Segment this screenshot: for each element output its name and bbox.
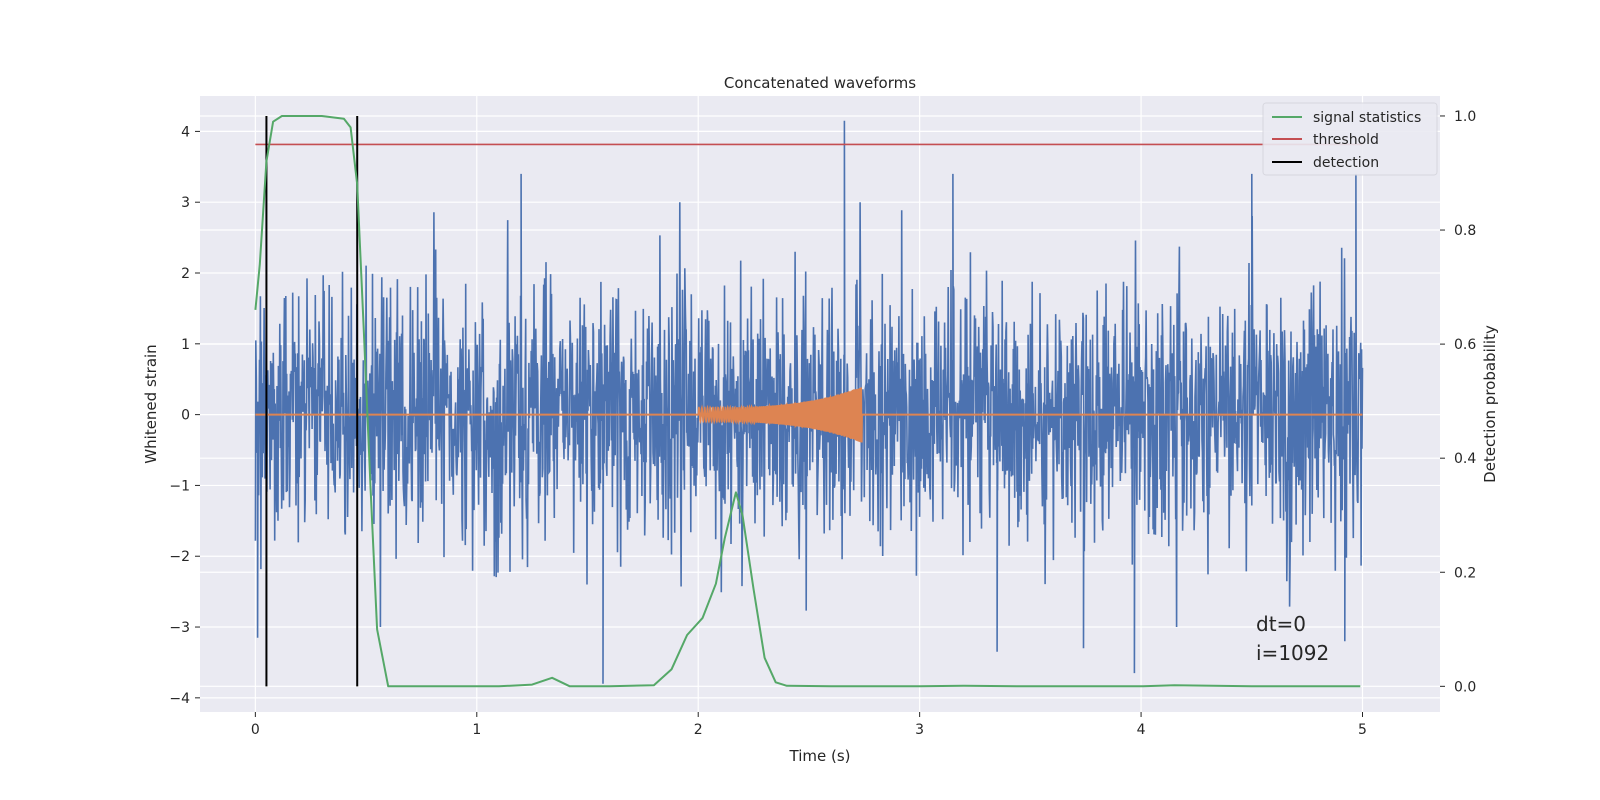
legend-label-threshold: threshold	[1313, 132, 1379, 148]
template-chirp	[697, 387, 863, 443]
x-axis-ticks: 0 1 2 3 4 5	[251, 712, 1367, 738]
y2-tick-label: 0.8	[1454, 223, 1476, 239]
y-tick-label: 0	[181, 408, 190, 424]
x-tick-label: 0	[251, 722, 260, 738]
annotation-dt: dt=0	[1256, 612, 1306, 636]
y2-axis-label: Detection probability	[1481, 325, 1499, 483]
y2-tick-label: 0.4	[1454, 451, 1476, 467]
chart-title: Concatenated waveforms	[724, 74, 916, 92]
x-tick-label: 2	[694, 722, 703, 738]
y-axis-label: Whitened strain	[142, 344, 160, 463]
x-tick-label: 3	[915, 722, 924, 738]
y2-axis-ticks: 0.0 0.2 0.4 0.6 0.8 1.0	[1440, 109, 1476, 695]
y2-tick-label: 0.6	[1454, 337, 1476, 353]
x-axis-label: Time (s)	[789, 747, 851, 765]
signal-statistics-line	[254, 115, 1361, 688]
legend-box	[1262, 102, 1438, 176]
y-tick-label: −4	[169, 691, 190, 707]
y-axis-ticks: −4 −3 −2 −1 0 1 2 3 4	[169, 124, 200, 707]
legend-label-signal-statistics: signal statistics	[1313, 110, 1421, 126]
legend: signal statistics threshold detection	[1262, 102, 1438, 176]
y-tick-label: 3	[181, 195, 190, 211]
y2-tick-label: 1.0	[1454, 109, 1476, 125]
y-tick-label: −2	[169, 549, 190, 565]
annotation-i: i=1092	[1256, 641, 1329, 665]
y-tick-label: 1	[181, 337, 190, 353]
template-series	[255, 387, 1363, 443]
y-tick-label: 2	[181, 266, 190, 282]
x-tick-label: 1	[472, 722, 481, 738]
y2-tick-label: 0.0	[1454, 679, 1476, 695]
legend-label-detection: detection	[1313, 155, 1379, 171]
plot-area	[254, 115, 1364, 688]
y-tick-label: 4	[181, 124, 190, 140]
y-tick-label: −3	[169, 620, 190, 636]
x-tick-label: 5	[1358, 722, 1367, 738]
y-tick-label: −1	[169, 478, 190, 494]
y2-tick-label: 0.2	[1454, 565, 1476, 581]
detection-overlay	[254, 115, 1363, 688]
x-tick-label: 4	[1137, 722, 1146, 738]
